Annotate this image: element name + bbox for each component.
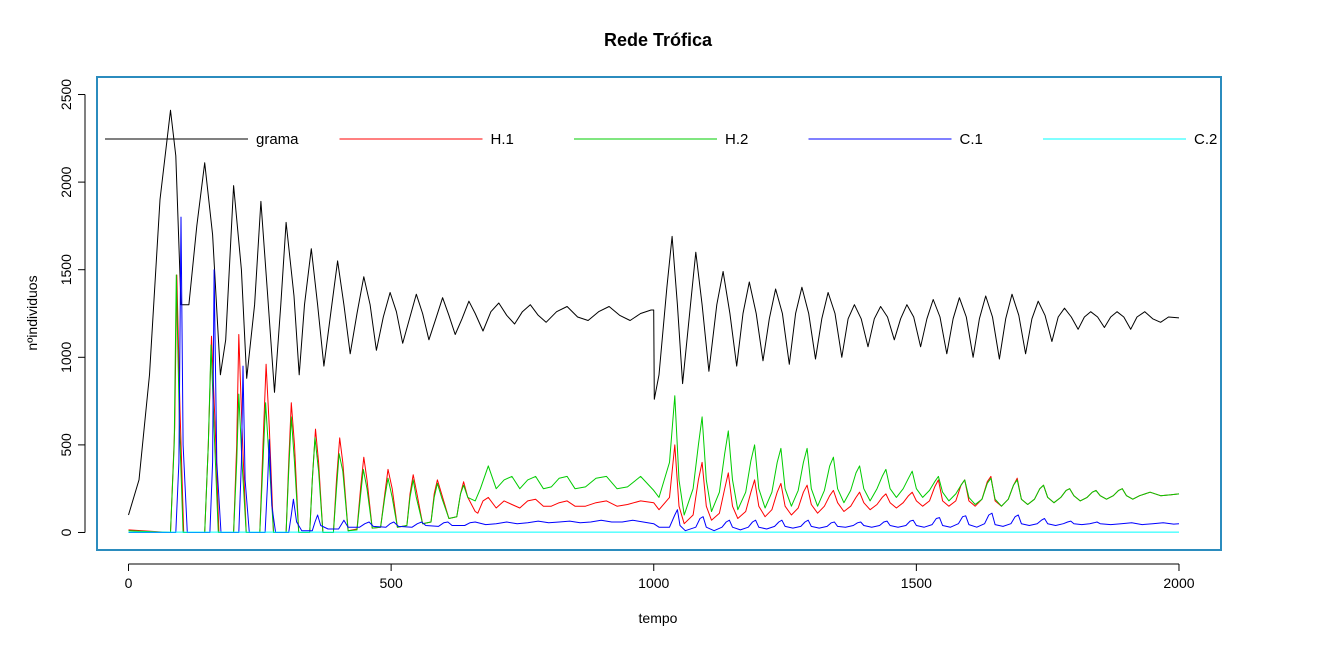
y-tick-label: 1000 bbox=[58, 342, 74, 373]
legend-label: grama bbox=[256, 131, 299, 148]
y-axis-title: nºindividuos bbox=[24, 275, 40, 350]
y-tick-label: 2500 bbox=[58, 79, 74, 110]
series-line-c-1 bbox=[128, 216, 1180, 533]
x-axis-title: tempo bbox=[639, 610, 678, 626]
legend-label: H.1 bbox=[491, 131, 514, 148]
series-lines bbox=[128, 109, 1180, 533]
axes: 0 500 1000 1500 2000 0 500 1000 1500 2000 2500 bbox=[58, 79, 1195, 591]
y-tick-label: 2000 bbox=[58, 166, 74, 197]
legend-label: C.2 bbox=[1194, 131, 1217, 148]
series-line-grama bbox=[128, 109, 1180, 516]
chart-title: Rede Trófica bbox=[604, 30, 713, 50]
x-tick-label: 0 bbox=[125, 575, 133, 591]
y-tick-label: 0 bbox=[58, 528, 74, 536]
legend-label: C.1 bbox=[960, 131, 983, 148]
y-tick-label: 1500 bbox=[58, 254, 74, 285]
x-tick-label: 500 bbox=[379, 575, 403, 591]
plot-frame bbox=[96, 76, 1222, 551]
legend: grama H.1 H.2 C.1 C.2 bbox=[105, 131, 1217, 148]
x-tick-label: 2000 bbox=[1163, 575, 1194, 591]
x-tick-label: 1000 bbox=[638, 575, 669, 591]
legend-label: H.2 bbox=[725, 131, 748, 148]
series-line-h-2 bbox=[128, 274, 1180, 533]
x-tick-label: 1500 bbox=[901, 575, 932, 591]
y-tick-label: 500 bbox=[58, 433, 74, 457]
